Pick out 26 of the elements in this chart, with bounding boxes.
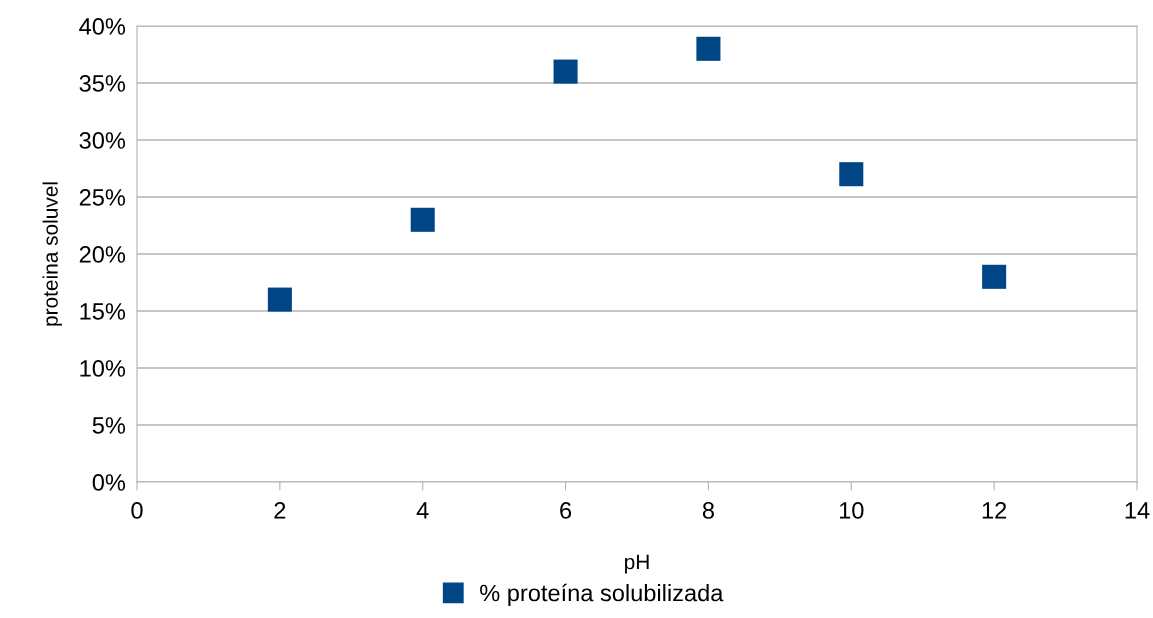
- point: [410, 207, 435, 232]
- x-tick-label: 4: [416, 502, 429, 519]
- point: [553, 59, 578, 84]
- y-tick-label: 10%: [80, 360, 126, 377]
- x-tick-label: 6: [560, 502, 572, 519]
- y-tick-label: 30%: [79, 132, 126, 149]
- x-tick-label: 2: [274, 502, 286, 519]
- x-axis-title: pH: [625, 554, 649, 574]
- point: [839, 162, 864, 187]
- point: [982, 264, 1007, 289]
- x-tick-label: 8: [702, 502, 714, 519]
- x-tick-label: 12: [982, 502, 1007, 519]
- x-tick-label: 10: [839, 502, 864, 519]
- x-tick-label: 14: [1125, 502, 1150, 519]
- y-tick-label: 15%: [80, 303, 126, 320]
- y-tick-label: 40%: [79, 18, 126, 35]
- y-axis-title: proteina soluvel: [42, 182, 62, 326]
- x-tick-label: 0: [131, 502, 143, 519]
- y-tick-label: 0%: [92, 474, 126, 491]
- point: [696, 36, 721, 61]
- point: [267, 287, 292, 312]
- y-tick-label: 25%: [79, 189, 126, 206]
- y-tick-label: 20%: [79, 246, 126, 263]
- legend-label: % proteína solubilizada: [480, 583, 724, 607]
- y-tick-label: 5%: [92, 417, 126, 434]
- y-tick-label: 35%: [79, 75, 126, 92]
